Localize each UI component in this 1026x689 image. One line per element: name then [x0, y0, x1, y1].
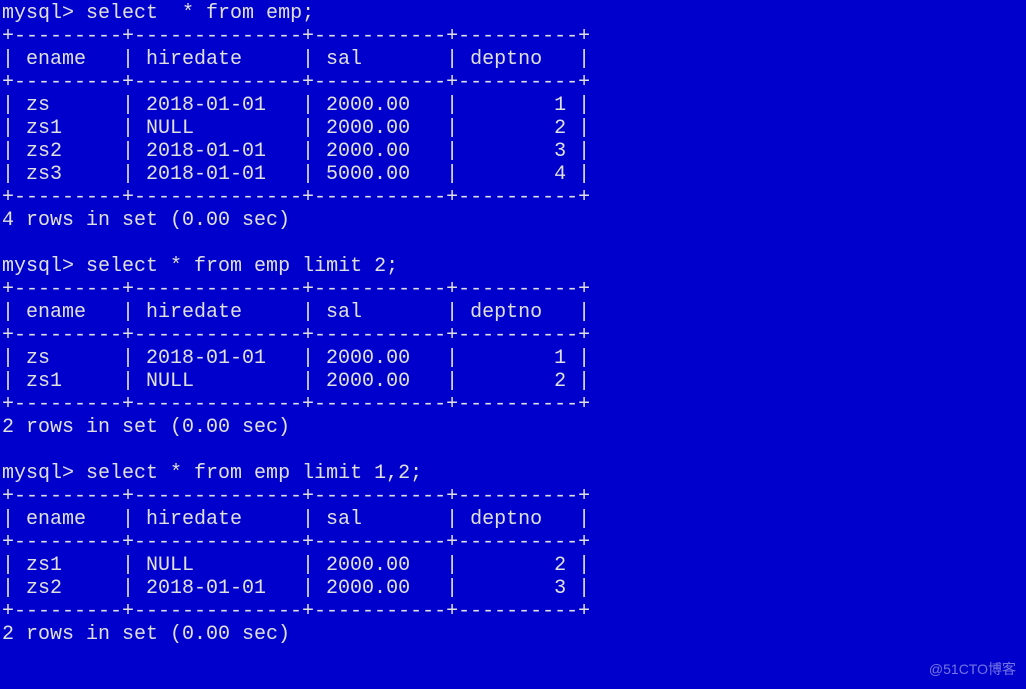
table-row: | zs1 | NULL | 2000.00 | 2 |	[2, 554, 590, 577]
query-status: 2 rows in set (0.00 sec)	[2, 416, 290, 439]
table-row: | zs2 | 2018-01-01 | 2000.00 | 3 |	[2, 577, 590, 600]
table-border: +---------+--------------+-----------+--…	[2, 71, 590, 94]
sql-command: select * from emp;	[86, 2, 314, 25]
table-border: +---------+--------------+-----------+--…	[2, 324, 590, 347]
table-header-row: | ename | hiredate | sal | deptno |	[2, 508, 590, 531]
watermark: @51CTO博客	[929, 658, 1016, 681]
table-border: +---------+--------------+-----------+--…	[2, 25, 590, 48]
mysql-prompt: mysql>	[2, 2, 74, 25]
table-row: | zs | 2018-01-01 | 2000.00 | 1 |	[2, 94, 590, 117]
table-border: +---------+--------------+-----------+--…	[2, 393, 590, 416]
mysql-prompt: mysql>	[2, 462, 74, 485]
table-row: | zs | 2018-01-01 | 2000.00 | 1 |	[2, 347, 590, 370]
table-header-row: | ename | hiredate | sal | deptno |	[2, 48, 590, 71]
table-header-row: | ename | hiredate | sal | deptno |	[2, 301, 590, 324]
sql-command: select * from emp limit 1,2;	[86, 462, 422, 485]
table-border: +---------+--------------+-----------+--…	[2, 278, 590, 301]
table-border: +---------+--------------+-----------+--…	[2, 186, 590, 209]
table-row: | zs3 | 2018-01-01 | 5000.00 | 4 |	[2, 163, 590, 186]
mysql-prompt: mysql>	[2, 255, 74, 278]
table-border: +---------+--------------+-----------+--…	[2, 485, 590, 508]
table-row: | zs1 | NULL | 2000.00 | 2 |	[2, 370, 590, 393]
table-border: +---------+--------------+-----------+--…	[2, 600, 590, 623]
query-status: 2 rows in set (0.00 sec)	[2, 623, 290, 646]
query-status: 4 rows in set (0.00 sec)	[2, 209, 290, 232]
table-border: +---------+--------------+-----------+--…	[2, 531, 590, 554]
sql-command: select * from emp limit 2;	[86, 255, 398, 278]
table-row: | zs2 | 2018-01-01 | 2000.00 | 3 |	[2, 140, 590, 163]
terminal-output: mysql> select * from emp; +---------+---…	[0, 0, 1026, 669]
table-row: | zs1 | NULL | 2000.00 | 2 |	[2, 117, 590, 140]
